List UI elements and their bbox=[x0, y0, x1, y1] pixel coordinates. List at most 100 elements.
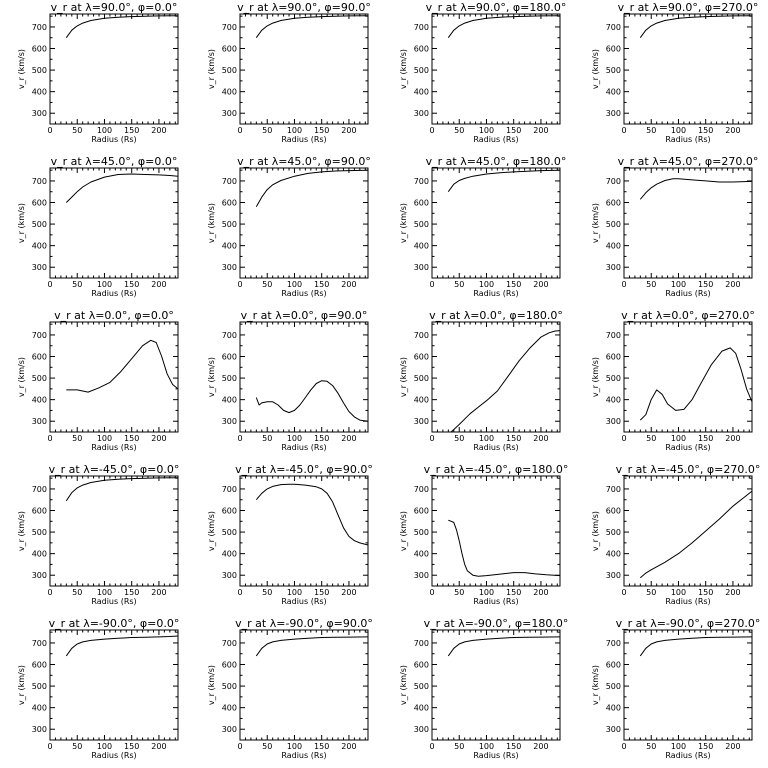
y-tick-label: 700 bbox=[606, 485, 621, 494]
y-tick-label: 300 bbox=[222, 417, 237, 426]
x-tick-label: 100 bbox=[287, 280, 302, 289]
y-tick-label: 400 bbox=[222, 242, 237, 251]
panel-title: v_r at λ=-90.0°, φ=180.0° bbox=[424, 617, 569, 630]
series-line bbox=[448, 519, 561, 577]
series-line bbox=[65, 15, 179, 38]
y-axis-label: v_r (km/s) bbox=[17, 357, 26, 397]
panel-title: v_r at λ=-90.0°, φ=0.0° bbox=[49, 617, 180, 630]
y-tick-label: 300 bbox=[32, 725, 47, 734]
y-tick-label: 700 bbox=[606, 331, 621, 340]
panel-title: v_r at λ=-45.0°, φ=270.0° bbox=[616, 463, 761, 476]
series-line bbox=[255, 380, 369, 422]
y-tick-label: 400 bbox=[606, 242, 621, 251]
y-axis-label: v_r (km/s) bbox=[17, 511, 26, 551]
x-tick-label: 50 bbox=[646, 588, 656, 597]
x-tick-label: 0 bbox=[47, 126, 52, 135]
y-tick-label: 500 bbox=[606, 374, 621, 383]
x-tick-label: 150 bbox=[506, 742, 521, 751]
y-tick-label: 500 bbox=[414, 682, 429, 691]
y-axis-label: v_r (km/s) bbox=[207, 203, 216, 243]
panel-9: v_r at λ=0.0°, φ=90.0° 0 50 100 150 200 300 400… bbox=[207, 309, 369, 452]
x-tick-label: 0 bbox=[237, 434, 242, 443]
y-tick-label: 700 bbox=[222, 485, 237, 494]
y-tick-label: 300 bbox=[222, 263, 237, 272]
y-axis-label: v_r (km/s) bbox=[17, 49, 26, 89]
x-tick-label: 0 bbox=[621, 280, 626, 289]
panel-5: v_r at λ=45.0°, φ=90.0° 0 50 100 150 200 300 40… bbox=[207, 155, 371, 298]
x-tick-label: 200 bbox=[533, 588, 548, 597]
y-tick-label: 700 bbox=[606, 23, 621, 32]
y-tick-label: 300 bbox=[414, 571, 429, 580]
x-tick-label: 100 bbox=[287, 126, 302, 135]
series-line bbox=[255, 636, 369, 657]
panel-19: v_r at λ=-90.0°, φ=270.0° 0 50 100 150 200 300… bbox=[591, 617, 760, 760]
series-line bbox=[65, 173, 179, 203]
y-tick-label: 300 bbox=[32, 571, 47, 580]
x-tick-label: 0 bbox=[47, 588, 52, 597]
x-tick-label: 200 bbox=[341, 280, 356, 289]
y-tick-label: 700 bbox=[606, 639, 621, 648]
x-tick-label: 50 bbox=[454, 742, 464, 751]
y-tick-label: 700 bbox=[222, 23, 237, 32]
panel-0: v_r at λ=90.0°, φ=0.0° 0 50 100 150 200 300 400… bbox=[17, 1, 179, 144]
panel-14: v_r at λ=-45.0°, φ=180.0° 0 50 100 150 200 300… bbox=[399, 463, 568, 606]
y-tick-label: 600 bbox=[414, 45, 429, 54]
y-tick-label: 500 bbox=[222, 66, 237, 75]
y-tick-label: 500 bbox=[414, 374, 429, 383]
y-axis-label: v_r (km/s) bbox=[399, 511, 408, 551]
x-tick-label: 50 bbox=[646, 434, 656, 443]
plot-frame bbox=[239, 475, 369, 587]
y-tick-label: 400 bbox=[32, 396, 47, 405]
y-tick-label: 300 bbox=[32, 109, 47, 118]
y-tick-label: 500 bbox=[606, 220, 621, 229]
y-tick-label: 700 bbox=[222, 177, 237, 186]
plot-frame bbox=[623, 321, 753, 433]
panel-11: v_r at λ=0.0°, φ=270.0° 0 50 100 150 200 300 40… bbox=[591, 309, 755, 452]
x-tick-label: 100 bbox=[97, 280, 112, 289]
y-tick-label: 400 bbox=[222, 704, 237, 713]
y-tick-label: 400 bbox=[414, 88, 429, 97]
x-tick-label: 150 bbox=[698, 434, 713, 443]
plot-frame bbox=[49, 629, 179, 741]
y-tick-label: 400 bbox=[32, 704, 47, 713]
x-tick-label: 150 bbox=[314, 588, 329, 597]
x-tick-label: 150 bbox=[124, 126, 139, 135]
x-tick-label: 50 bbox=[262, 742, 272, 751]
y-tick-label: 500 bbox=[222, 682, 237, 691]
panel-title: v_r at λ=-45.0°, φ=180.0° bbox=[424, 463, 569, 476]
y-tick-label: 600 bbox=[32, 353, 47, 362]
plot-frame bbox=[431, 475, 561, 587]
x-tick-label: 200 bbox=[533, 280, 548, 289]
plot-frame bbox=[49, 167, 179, 279]
panel-3: v_r at λ=90.0°, φ=270.0° 0 50 100 150 200 300 4… bbox=[591, 1, 758, 144]
y-tick-label: 600 bbox=[414, 353, 429, 362]
y-tick-label: 500 bbox=[606, 682, 621, 691]
y-tick-label: 400 bbox=[414, 550, 429, 559]
x-tick-label: 0 bbox=[621, 126, 626, 135]
x-tick-label: 0 bbox=[47, 742, 52, 751]
y-tick-label: 500 bbox=[606, 66, 621, 75]
y-tick-label: 600 bbox=[222, 199, 237, 208]
plot-frame bbox=[623, 13, 753, 125]
x-tick-label: 150 bbox=[314, 434, 329, 443]
panel-title: v_r at λ=0.0°, φ=0.0° bbox=[54, 309, 174, 322]
panel-title: v_r at λ=-45.0°, φ=0.0° bbox=[49, 463, 180, 476]
y-tick-label: 700 bbox=[414, 485, 429, 494]
y-tick-label: 600 bbox=[222, 45, 237, 54]
x-tick-label: 50 bbox=[262, 126, 272, 135]
y-tick-label: 400 bbox=[222, 550, 237, 559]
y-tick-label: 300 bbox=[32, 417, 47, 426]
y-tick-label: 600 bbox=[32, 199, 47, 208]
y-tick-label: 500 bbox=[222, 528, 237, 537]
x-tick-label: 0 bbox=[429, 434, 434, 443]
x-tick-label: 150 bbox=[506, 126, 521, 135]
series-line bbox=[447, 169, 561, 192]
x-axis-label: Radius (Rs) bbox=[281, 135, 326, 144]
y-tick-label: 600 bbox=[414, 661, 429, 670]
x-tick-label: 150 bbox=[314, 126, 329, 135]
y-tick-label: 500 bbox=[606, 528, 621, 537]
y-tick-label: 700 bbox=[32, 23, 47, 32]
y-axis-label: v_r (km/s) bbox=[591, 49, 600, 89]
x-tick-label: 50 bbox=[72, 742, 82, 751]
y-tick-label: 300 bbox=[606, 571, 621, 580]
